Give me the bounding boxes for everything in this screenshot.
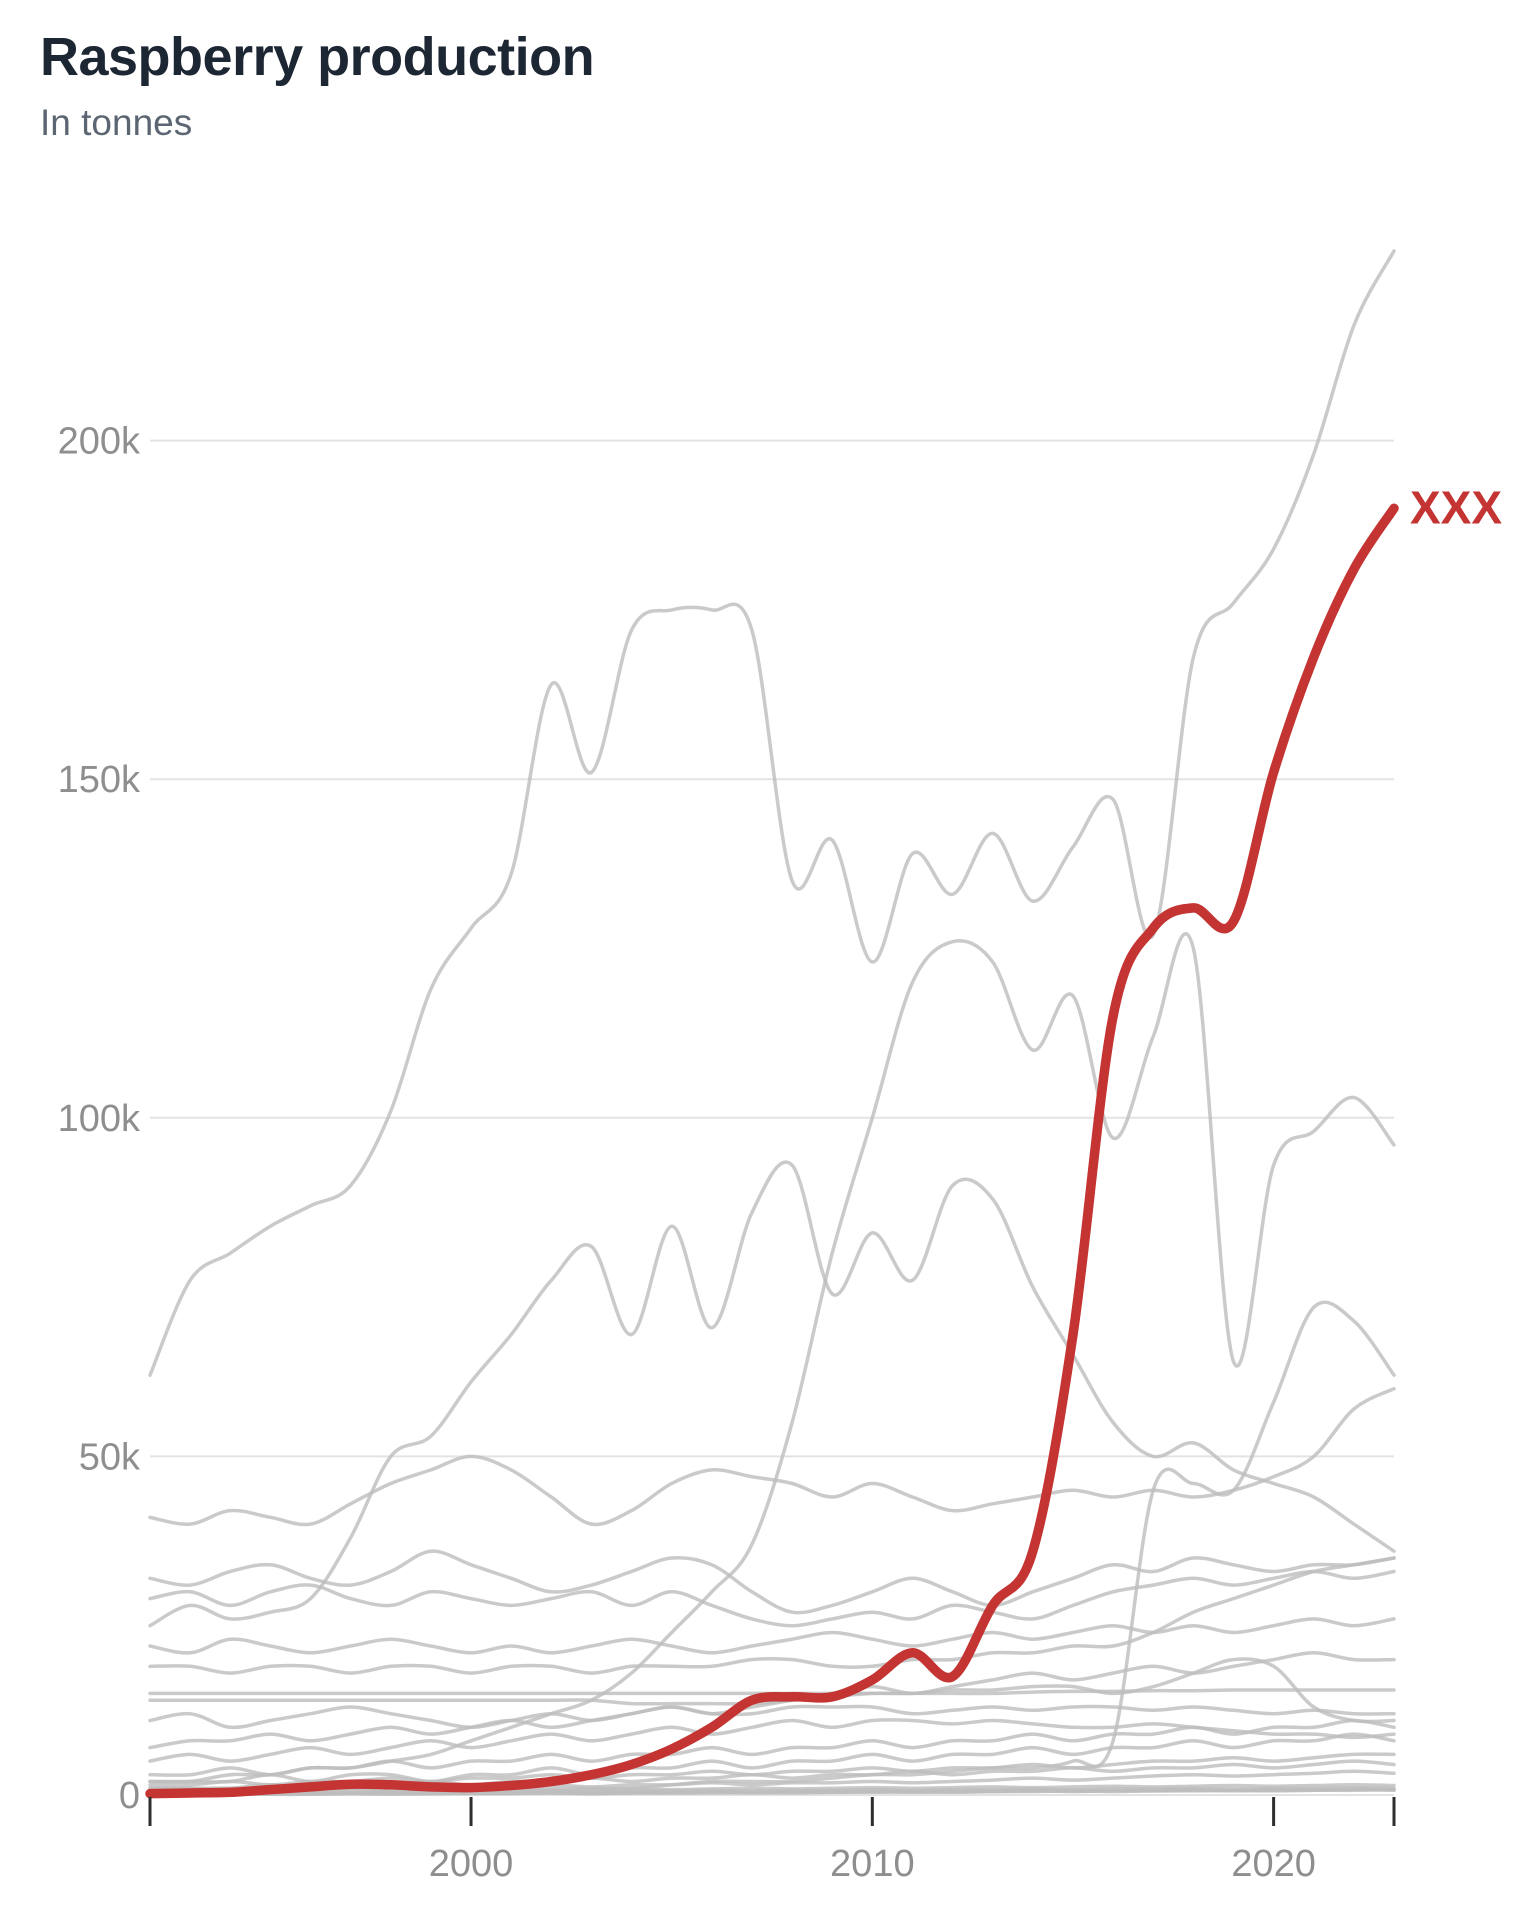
x-axis: 2000 2010 2020 (148, 1797, 1396, 1885)
series-line-XXX (145, 503, 1399, 1799)
y-tick-label: 0 (119, 1775, 140, 1817)
series-line-line-03 (148, 1160, 1396, 1628)
series-line-line-16 (148, 1732, 1396, 1784)
y-tick-label: 100k (58, 1098, 141, 1140)
y-tick-label: 200k (58, 421, 141, 463)
series-line-line-24 (148, 1787, 1396, 1797)
series-line-line-06 (148, 1549, 1396, 1615)
chart-header: Raspberry production In tonnes (40, 26, 595, 144)
series-line-line-05 (148, 1300, 1396, 1791)
x-tick-label: 2000 (429, 1843, 514, 1885)
x-tick-label: 2010 (830, 1843, 915, 1885)
chart-subtitle: In tonnes (40, 102, 193, 143)
series-line-line-04 (148, 1386, 1396, 1527)
series-lines (145, 249, 1399, 1799)
y-gridlines (150, 439, 1394, 1796)
series-line-line-20 (148, 1783, 1396, 1794)
y-tick-label: 150k (58, 759, 141, 801)
series-line-line-09 (148, 1556, 1396, 1675)
series-line-line-14 (148, 1718, 1396, 1763)
y-axis-labels: 0 50k 100k 150k 200k (58, 421, 141, 1817)
highlight-series-label: XXX (1410, 481, 1502, 533)
series-line-line-15 (148, 1718, 1396, 1777)
series-line-line-13 (148, 1651, 1396, 1750)
series-line-line-12 (148, 1704, 1396, 1730)
series-line-line-01 (148, 249, 1396, 1377)
chart-title: Raspberry production (40, 27, 595, 87)
series-line-line-08 (148, 1617, 1396, 1655)
x-tick-label: 2020 (1231, 1843, 1316, 1885)
series-line-line-02 (148, 932, 1396, 1784)
series-line-line-07 (148, 1569, 1396, 1628)
y-tick-label: 50k (79, 1436, 141, 1478)
